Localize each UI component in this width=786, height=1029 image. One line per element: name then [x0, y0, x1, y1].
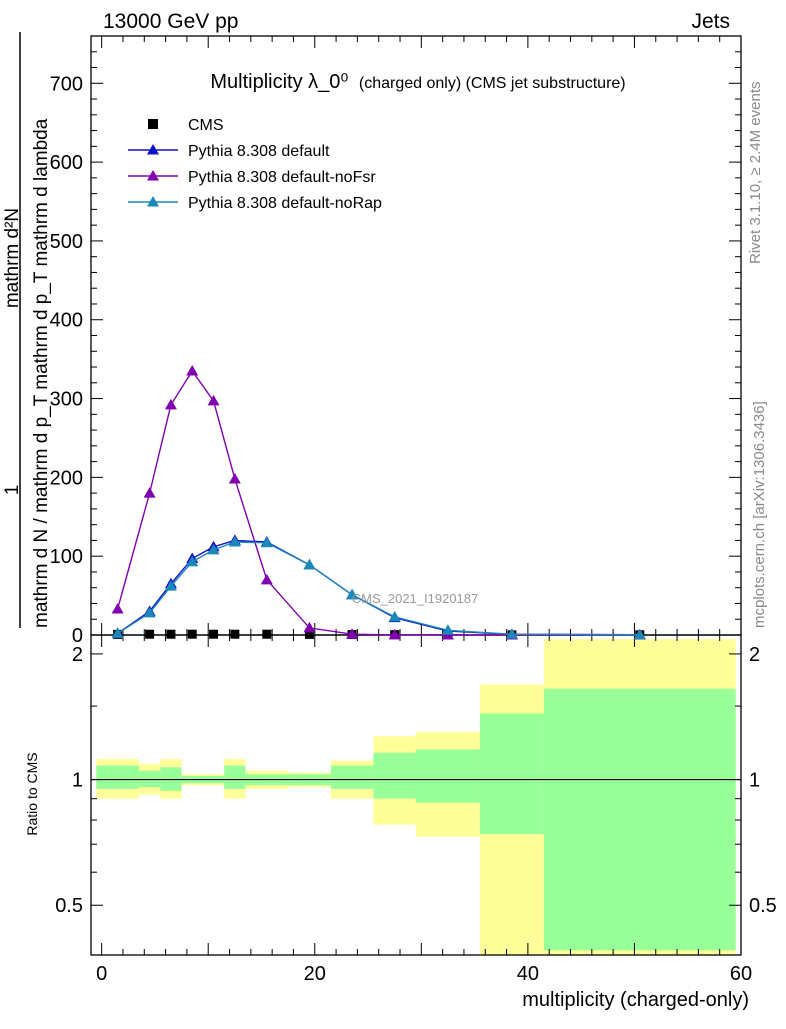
data-point — [304, 629, 314, 639]
data-point — [303, 558, 316, 570]
data-point — [228, 535, 241, 547]
main-series — [111, 364, 646, 640]
svg-text:Multiplicity λ_0⁰ (charg: Multiplicity λ_0⁰ (charged only) (CMS je… — [210, 71, 625, 93]
data-point — [111, 627, 124, 638]
legend-label: Pythia 8.308 default — [188, 143, 330, 160]
data-point — [230, 629, 240, 639]
data-point — [207, 394, 220, 406]
data-point — [186, 364, 199, 376]
ratio-ytick-label: 2 — [72, 644, 83, 666]
side-mcplots: mcplots.cern.ch [arXiv:1306.3436] — [751, 401, 768, 628]
watermark: CMS_2021_I1920187 — [352, 591, 479, 606]
data-point — [346, 628, 359, 639]
ytick-label: 200 — [50, 467, 83, 489]
ratio-ytick-label-right: 0.5 — [749, 895, 777, 917]
data-point — [388, 628, 401, 640]
legend-label: CMS — [188, 117, 224, 134]
data-point — [209, 629, 219, 639]
data-point — [111, 602, 124, 614]
header-left: 13000 GeV pp — [103, 10, 238, 33]
series-2 — [111, 364, 646, 640]
data-point — [187, 629, 197, 639]
stat-band-bin — [330, 765, 374, 789]
ylabel-denominator: mathrm d N / mathrm d p_T mathrm d p_T m… — [31, 118, 52, 628]
series-3 — [111, 535, 646, 640]
legend-marker — [148, 119, 158, 129]
xlabel: multiplicity (charged-only) — [522, 989, 749, 1011]
data-point — [207, 543, 220, 555]
stat-band-bin — [479, 713, 544, 835]
data-point — [164, 398, 177, 410]
ylabel-numerator: 1 — [2, 485, 23, 496]
data-point — [186, 555, 199, 567]
data-point — [145, 629, 155, 639]
data-point — [143, 487, 156, 498]
ytick-label: 400 — [50, 310, 83, 332]
stat-band-bin — [96, 765, 139, 789]
data-point — [260, 536, 273, 548]
ytick-label: 300 — [50, 389, 83, 411]
data-point — [228, 472, 241, 484]
ylabel-differential: mathrm d²N — [2, 208, 23, 308]
title-main: Multiplicity λ_0⁰ — [210, 71, 348, 93]
data-point — [441, 624, 454, 635]
legend-marker — [147, 144, 159, 155]
legend-marker — [147, 196, 159, 207]
data-point — [633, 628, 646, 640]
main-axes: 0 100 200 300 400 500 600 700 — [50, 35, 742, 647]
ratio-ytick-label-right: 1 — [749, 770, 760, 792]
stat-band-bin — [373, 752, 416, 799]
ratio-ytick-label: 0.5 — [55, 895, 83, 917]
ytick-label: 100 — [50, 546, 83, 568]
data-point — [164, 580, 177, 591]
ratio-ylabel: Ratio to CMS — [24, 752, 40, 835]
data-point — [388, 610, 401, 622]
legend-label: Pythia 8.308 default-noFsr — [188, 169, 376, 186]
series-line — [117, 539, 640, 636]
stat-band-bin — [543, 688, 736, 951]
stat-band-bin — [138, 770, 161, 787]
ytick-label: 600 — [50, 152, 83, 174]
data-point — [346, 588, 359, 600]
data-point — [505, 628, 518, 639]
ytick-label: 0 — [72, 625, 83, 647]
series-1 — [111, 534, 646, 640]
legend-label: Pythia 8.308 default-noRap — [188, 195, 382, 212]
data-point — [143, 606, 156, 618]
xtick-label: 20 — [304, 963, 326, 985]
ytick-label: 700 — [50, 73, 83, 95]
legend-marker — [147, 170, 159, 181]
plot-title: Multiplicity λ_0⁰ (charged only) (CMS je… — [210, 71, 625, 93]
xtick-label: 0 — [96, 963, 107, 985]
title-note: (charged only) (CMS jet substructure) — [359, 75, 626, 92]
stat-band-bin — [224, 765, 246, 789]
legend: CMS Pythia 8.308 default Pythia 8.308 defa… — [128, 117, 382, 212]
data-point — [262, 629, 272, 639]
data-point — [303, 621, 316, 633]
data-point — [260, 573, 273, 585]
xtick-label: 60 — [730, 963, 752, 985]
ratio-ytick-label-right: 2 — [749, 644, 760, 666]
xtick-label: 40 — [517, 963, 539, 985]
data-point — [166, 629, 176, 639]
side-rivet: Rivet 3.1.10, ≥ 2.4M events — [747, 82, 764, 265]
stat-band-bin — [416, 749, 480, 803]
ratio-ytick-label: 1 — [72, 770, 83, 792]
header-right: Jets — [691, 10, 730, 33]
ratio-bands — [96, 639, 736, 955]
main-ylabel: 1 mathrm d N / mathrm d p_T mathrm d p_T… — [2, 32, 52, 628]
ytick-label: 500 — [50, 231, 83, 253]
